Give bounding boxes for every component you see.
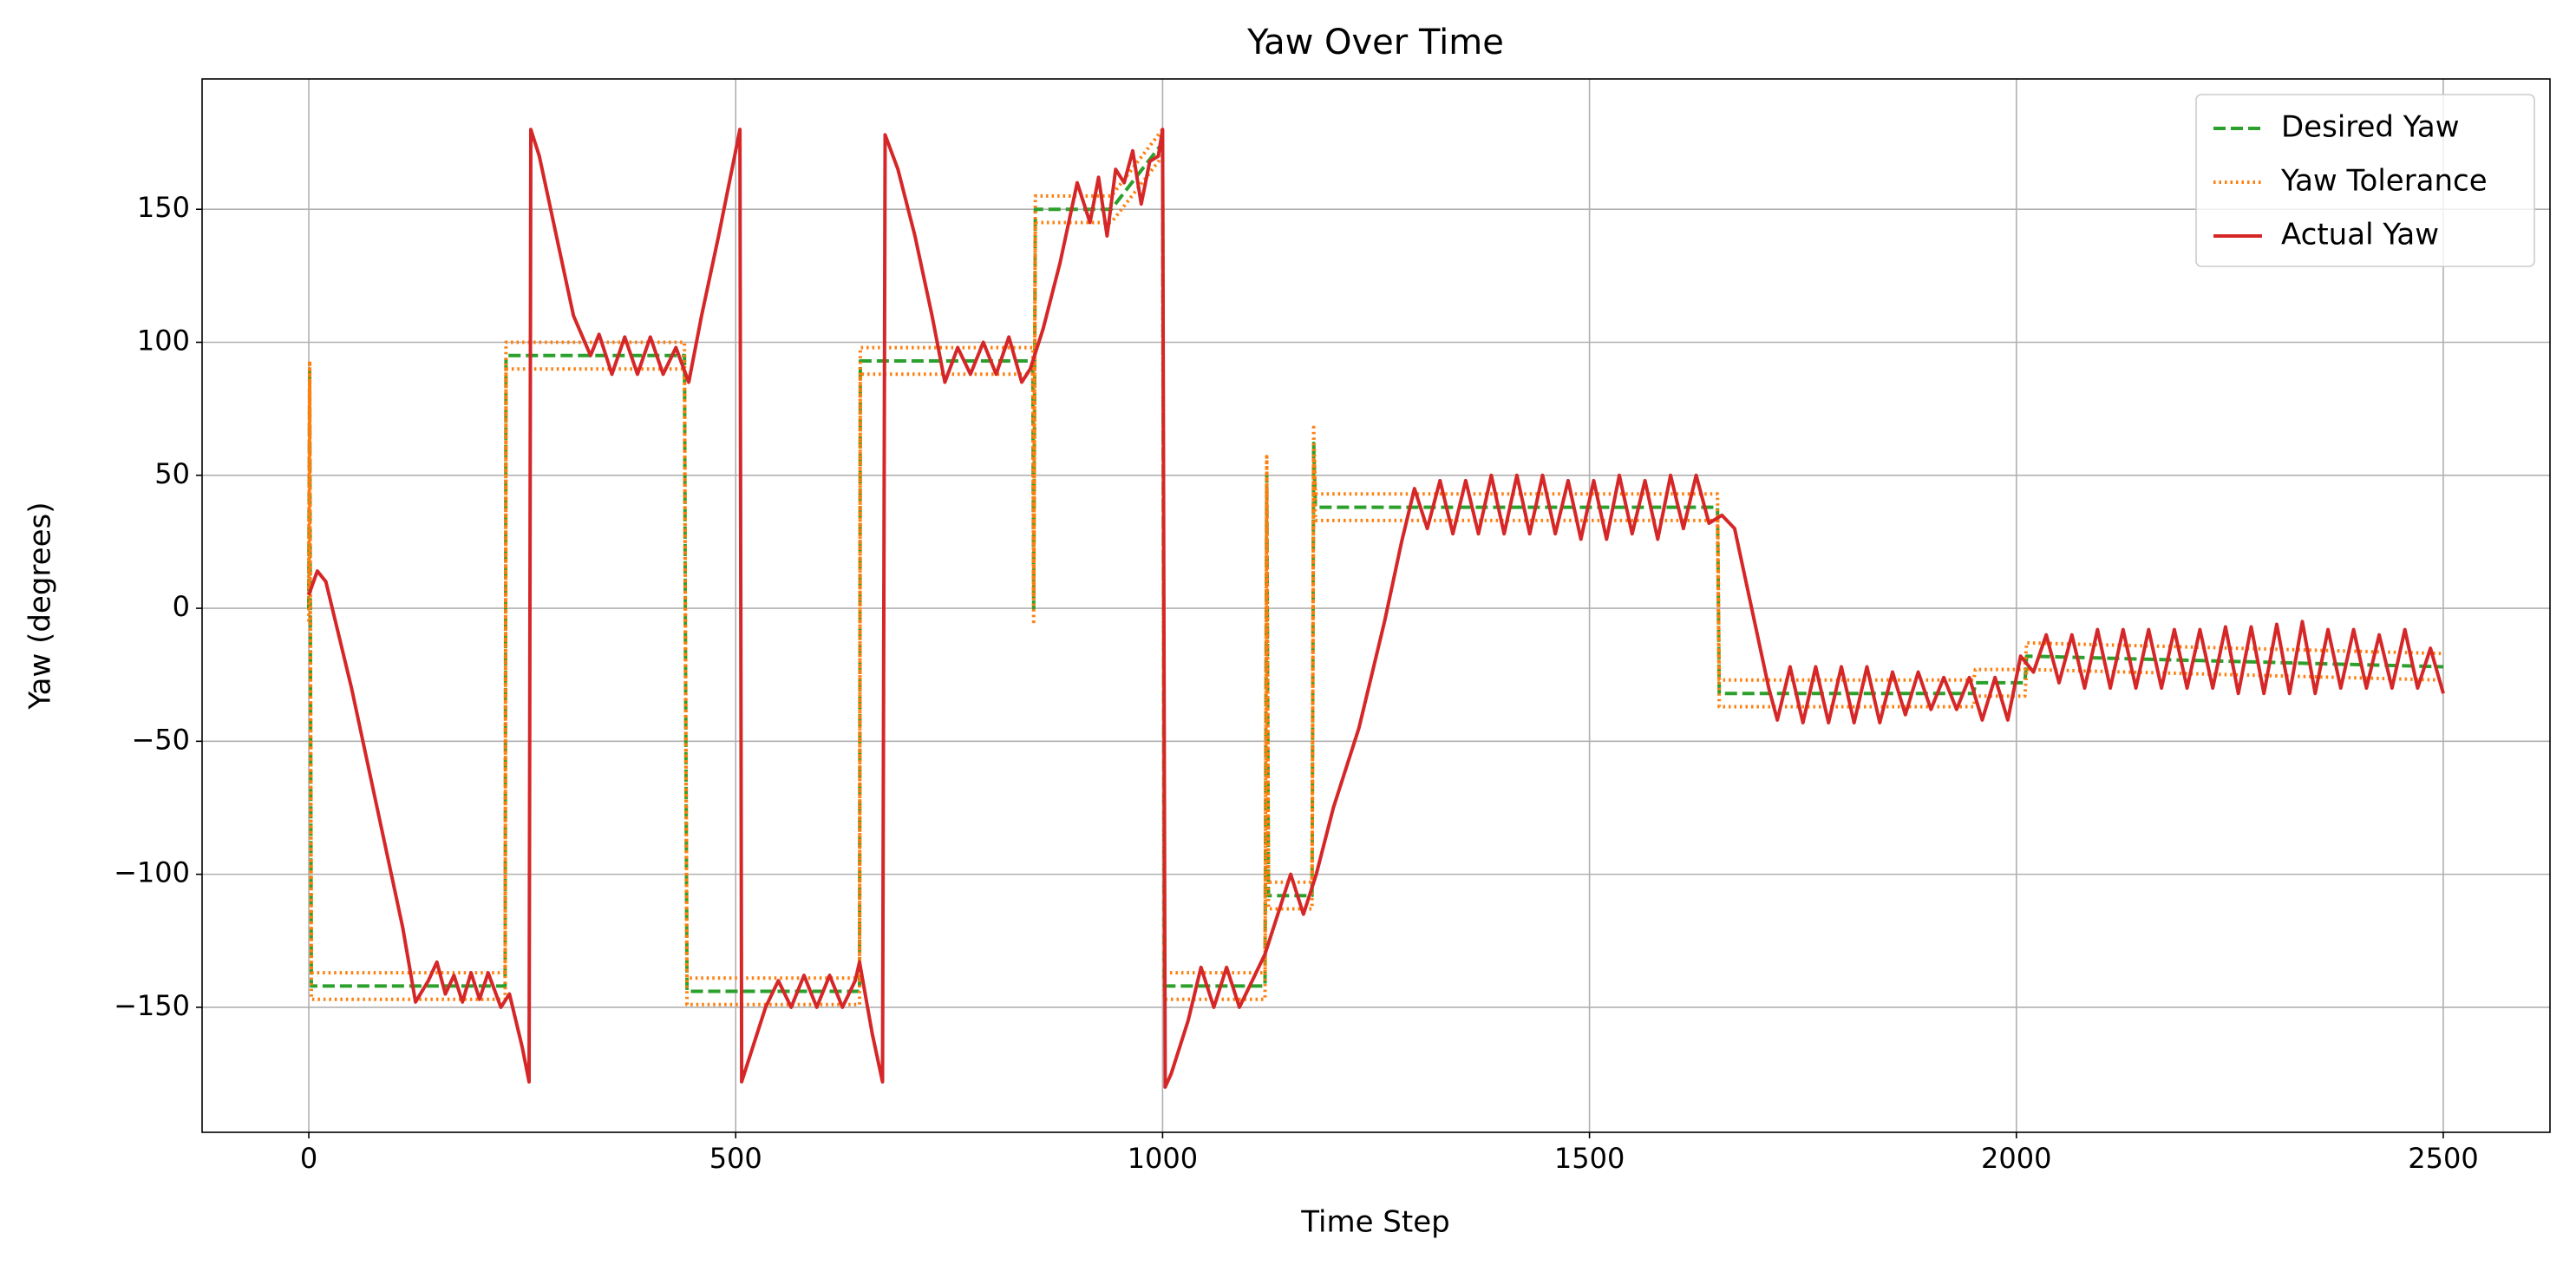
x-tick-label: 1000 [1128,1142,1198,1175]
series-line [307,128,2445,1089]
series-line [307,128,2444,980]
legend-label: Actual Yaw [2281,218,2439,252]
series-line [307,141,2444,993]
y-tick-label: 150 [137,191,190,224]
x-tick-label: 2000 [1981,1142,2051,1175]
legend-box [2195,94,2535,267]
legend-label: Yaw Tolerance [2280,164,2488,199]
plot-frame [201,78,2551,1133]
y-tick-label: 0 [173,590,190,623]
legend-label: Desired Yaw [2281,110,2460,145]
y-tick-label: −150 [114,989,190,1022]
y-axis-label: Yaw (degrees) [23,502,58,711]
chart-title: Yaw Over Time [1246,23,1504,62]
x-axis-label: Time Step [1300,1205,1449,1240]
x-tick-label: 2500 [2408,1142,2478,1175]
y-tick-label: −50 [131,723,190,756]
series-line [307,154,2444,1006]
x-tick-label: 500 [709,1142,762,1175]
y-tick-label: 100 [137,325,190,357]
x-tick-label: 0 [300,1142,317,1175]
y-tick-label: 50 [154,457,190,490]
y-tick-label: −100 [114,856,190,889]
x-tick-label: 1500 [1554,1142,1625,1175]
